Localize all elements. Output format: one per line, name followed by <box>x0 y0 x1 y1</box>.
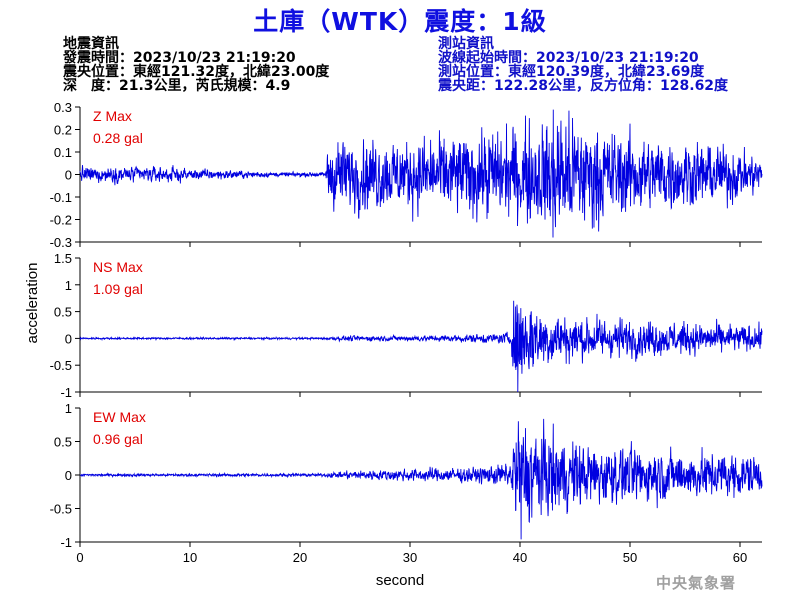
waveform-trace-ns <box>79 300 763 393</box>
series-name-label: EW Max <box>93 409 146 425</box>
x-tick-label: 10 <box>183 550 197 565</box>
y-tick-label: 0 <box>65 331 72 346</box>
y-tick-label: -1 <box>60 535 72 550</box>
y-tick-label: -0.5 <box>50 358 72 373</box>
x-tick-label: 20 <box>293 550 307 565</box>
y-axis-title: acceleration <box>24 263 41 344</box>
series-max-label: 0.28 gal <box>93 130 143 146</box>
station-location: 測站位置：東經120.39度，北緯23.69度 <box>438 64 705 80</box>
series-name-label: Z Max <box>93 108 132 124</box>
x-tick-label: 0 <box>76 550 83 565</box>
waveform-trace-z <box>79 109 763 238</box>
series-max-label: 1.09 gal <box>93 281 143 297</box>
y-tick-label: 1 <box>65 278 72 293</box>
y-tick-label: -0.2 <box>50 213 72 228</box>
y-tick-label: -0.1 <box>50 190 72 205</box>
epicenter-location: 震央位置：東經121.32度，北緯23.00度 <box>63 64 330 80</box>
y-tick-label: 0 <box>65 468 72 483</box>
y-tick-label: 0.3 <box>54 100 72 115</box>
y-tick-label: -1 <box>60 385 72 400</box>
y-tick-label: -0.5 <box>50 502 72 517</box>
y-tick-label: -0.3 <box>50 235 72 250</box>
station-title: 土庫（WTK）震度：1級 <box>253 7 547 36</box>
y-tick-label: 1 <box>65 401 72 416</box>
y-tick-label: 0.2 <box>54 123 72 138</box>
station-info-heading: 測站資訊 <box>438 36 494 52</box>
depth-magnitude: 深 度：21.3公里，芮氏規模：4.9 <box>63 78 291 94</box>
waveform-trace-ew <box>79 418 763 540</box>
y-tick-label: 0 <box>65 168 72 183</box>
x-tick-label: 60 <box>733 550 747 565</box>
agency-label: 中央氣象署 <box>656 574 737 592</box>
y-tick-label: 0.5 <box>54 435 72 450</box>
series-max-label: 0.96 gal <box>93 431 143 447</box>
origin-time: 發震時間：2023/10/23 21:19:20 <box>63 50 296 66</box>
y-tick-label: 0.5 <box>54 305 72 320</box>
onset-time: 波線起始時間：2023/10/23 21:19:20 <box>438 50 699 66</box>
station-info-block: 測站資訊 波線起始時間：2023/10/23 21:19:20 測站位置：東經120… <box>438 37 728 93</box>
x-tick-label: 50 <box>623 550 637 565</box>
x-tick-label: 30 <box>403 550 417 565</box>
event-info-block: 地震資訊 發震時間：2023/10/23 21:19:20 震央位置：東經121.3… <box>63 37 329 93</box>
x-tick-label: 40 <box>513 550 527 565</box>
y-tick-label: 1.5 <box>54 251 72 266</box>
y-tick-label: 0.1 <box>54 145 72 160</box>
series-name-label: NS Max <box>93 259 143 275</box>
distance-azimuth: 震央距：122.28公里，反方位角：128.62度 <box>438 78 729 94</box>
event-info-heading: 地震資訊 <box>63 36 119 52</box>
x-axis-title: second <box>376 572 424 589</box>
